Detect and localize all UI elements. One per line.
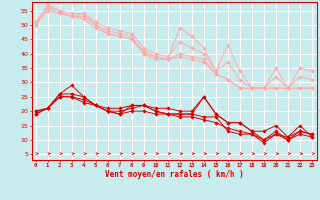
X-axis label: Vent moyen/en rafales ( km/h ): Vent moyen/en rafales ( km/h )	[105, 170, 244, 179]
